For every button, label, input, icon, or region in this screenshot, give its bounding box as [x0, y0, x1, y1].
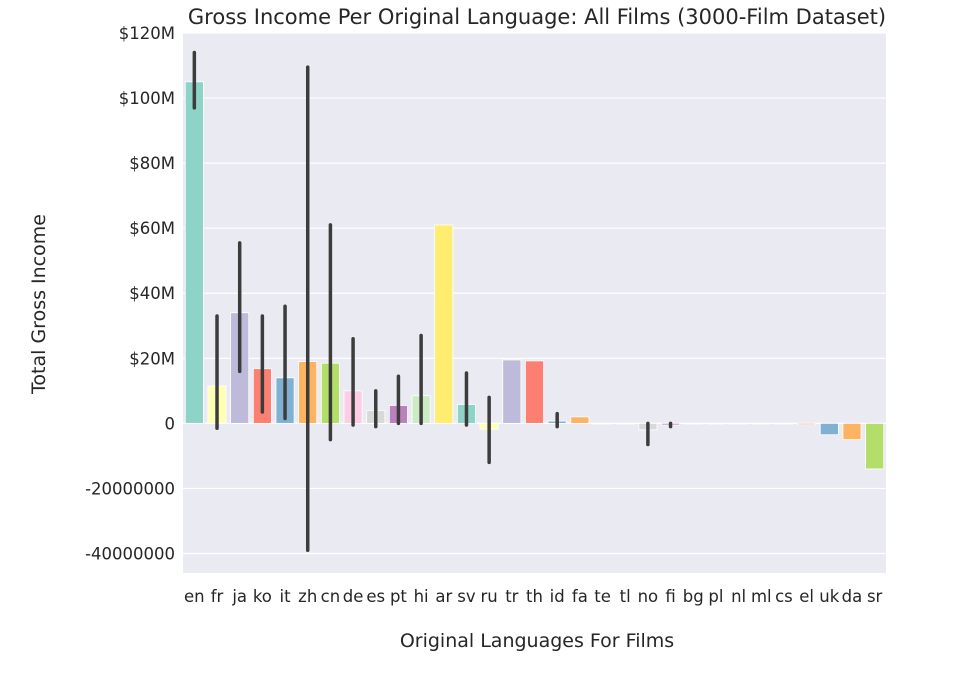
x-tick-label: pt: [390, 587, 407, 606]
bar-sr: [865, 422, 885, 470]
bar-da: [842, 422, 862, 441]
x-tick-label: pl: [708, 587, 723, 606]
y-tick-labels: $120M $100M $80M $60M $40M $20M 0 -20000000 -400…: [85, 24, 175, 563]
bar-uk: [819, 422, 839, 436]
bar-tr: [502, 359, 522, 424]
y-axis-title: Total Gross Income: [28, 214, 50, 395]
x-tick-label: cn: [321, 587, 341, 606]
y-tick-label: -20000000: [85, 479, 175, 498]
x-tick-label: sv: [457, 587, 476, 606]
bar-en: [184, 81, 204, 424]
bar-bg: [683, 422, 703, 425]
x-tick-label: hi: [414, 587, 429, 606]
x-tick-label: id: [550, 587, 565, 606]
y-tick-label: $80M: [129, 154, 175, 173]
x-tick-label: th: [526, 587, 543, 606]
bar-te: [593, 422, 613, 425]
x-axis-title: Original Languages For Films: [400, 630, 674, 652]
x-tick-label: te: [594, 587, 611, 606]
bar-ar: [434, 224, 454, 424]
bar-cs: [774, 422, 794, 425]
y-tick-label: 0: [165, 414, 176, 433]
bars-group: [184, 81, 885, 470]
x-tick-label: ja: [231, 587, 247, 606]
x-tick-label: ml: [751, 587, 772, 606]
x-tick-label: el: [799, 587, 814, 606]
bar-ml: [751, 422, 771, 425]
x-tick-label: uk: [819, 587, 839, 606]
y-tick-label: $40M: [129, 284, 175, 303]
x-tick-label: es: [366, 587, 385, 606]
x-tick-label: ar: [435, 587, 452, 606]
x-tick-label: bg: [683, 587, 704, 606]
chart-title: Gross Income Per Original Language: All …: [188, 5, 886, 29]
bar-nl: [729, 422, 749, 425]
bar-el: [797, 422, 817, 426]
x-tick-label: de: [343, 587, 364, 606]
x-tick-label: fr: [211, 587, 224, 606]
x-tick-label: tr: [505, 587, 518, 606]
plot-background: [183, 33, 886, 573]
bar-tl: [615, 422, 635, 425]
y-tick-label: $100M: [119, 89, 175, 108]
x-tick-label: it: [280, 587, 292, 606]
bar-pl: [706, 422, 726, 425]
x-tick-label: zh: [298, 587, 317, 606]
x-tick-label: fi: [665, 587, 675, 606]
x-tick-label: ru: [481, 587, 498, 606]
bar-th: [525, 360, 544, 424]
y-tick-label: -40000000: [85, 544, 175, 563]
error-bars-group: [192, 50, 673, 552]
x-tick-label: cs: [775, 587, 793, 606]
x-tick-label: fa: [572, 587, 588, 606]
x-tick-label: no: [638, 587, 659, 606]
x-tick-label: sr: [867, 587, 883, 606]
x-tick-labels: en fr ja ko it zh cn de es pt hi ar sv ru tr th id fa te tl…: [184, 587, 883, 606]
x-tick-label: da: [842, 587, 863, 606]
x-tick-label: nl: [731, 587, 746, 606]
bar-fa: [570, 416, 590, 424]
x-tick-label: tl: [620, 587, 631, 606]
x-tick-label: en: [184, 587, 205, 606]
x-tick-label: ko: [253, 587, 272, 606]
y-tick-label: $60M: [129, 219, 175, 238]
y-tick-label: $120M: [119, 24, 175, 43]
y-tick-label: $20M: [129, 349, 175, 368]
